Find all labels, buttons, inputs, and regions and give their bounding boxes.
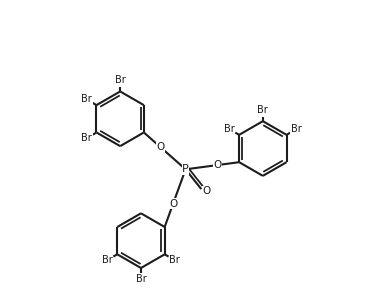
Text: Br: Br (135, 274, 146, 284)
Text: Br: Br (224, 124, 235, 134)
Text: Br: Br (81, 94, 92, 104)
Text: O: O (169, 199, 177, 209)
Text: Br: Br (291, 124, 302, 134)
Text: O: O (202, 186, 211, 197)
Text: Br: Br (169, 255, 180, 265)
Text: P: P (182, 164, 189, 174)
Text: O: O (156, 142, 165, 152)
Text: Br: Br (81, 133, 92, 143)
Text: Br: Br (257, 105, 268, 115)
Text: Br: Br (115, 75, 125, 85)
Text: O: O (213, 160, 222, 170)
Text: Br: Br (102, 255, 113, 265)
